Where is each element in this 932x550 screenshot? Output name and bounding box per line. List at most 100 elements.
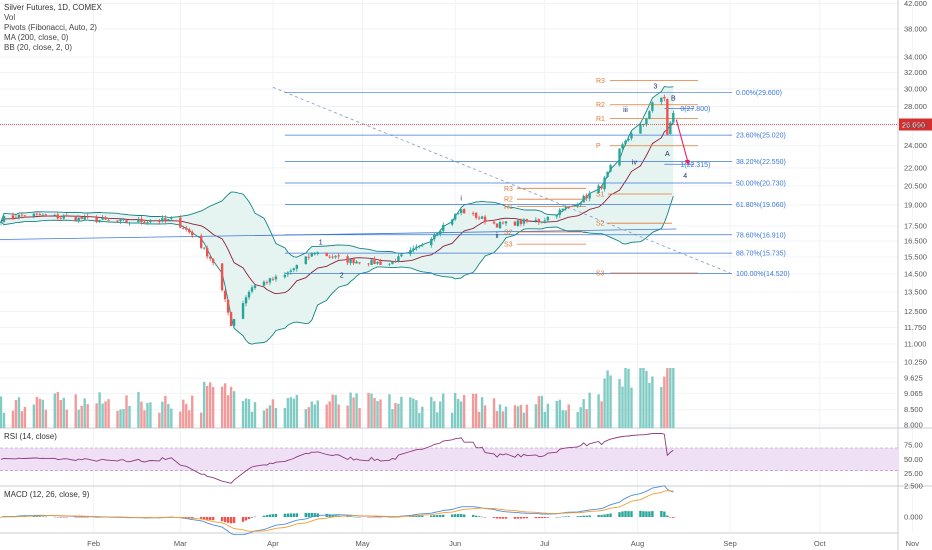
- macd-histogram-bar: [436, 515, 439, 517]
- volume-bar: [585, 409, 588, 428]
- candle-body: [17, 214, 21, 218]
- price-tick-label: 26.000: [904, 121, 927, 130]
- volume-bar: [185, 403, 188, 428]
- macd-histogram-bar: [567, 516, 570, 517]
- candle-body: [442, 224, 445, 231]
- macd-histogram-bar: [205, 517, 209, 520]
- candle-body: [558, 209, 561, 215]
- indicator-vol[interactable]: Vol: [4, 13, 16, 22]
- volume-bar: [672, 368, 675, 428]
- macd-histogram-bar: [265, 515, 269, 517]
- volume-bar: [119, 409, 122, 428]
- macd-histogram-bar: [453, 514, 457, 517]
- volume-bar: [639, 368, 642, 428]
- price-tick-label: 30.000: [904, 85, 927, 94]
- price-tick-label: 28.000: [904, 102, 927, 111]
- candle-body: [80, 216, 83, 219]
- candle-body: [62, 216, 65, 219]
- candle-body: [116, 220, 119, 222]
- indicator-bb[interactable]: BB (20, close, 2, 0): [4, 43, 73, 52]
- volume-bar: [208, 382, 212, 428]
- downtrend-line: [272, 86, 731, 274]
- volume-bar: [38, 398, 42, 428]
- candle-body: [627, 138, 630, 141]
- volume-bar: [582, 399, 585, 428]
- candle-body: [220, 263, 224, 291]
- macd-histogram-bar: [44, 516, 48, 518]
- volume-bar: [244, 398, 248, 428]
- rsi-pane-label[interactable]: RSI (14, close): [4, 432, 57, 441]
- volume-bar: [191, 395, 194, 428]
- volume-bar: [462, 394, 466, 428]
- volume-bar: [459, 401, 463, 428]
- volume-bar: [23, 406, 27, 428]
- macd-histogram-bar: [328, 514, 331, 517]
- bollinger-upper-line: [0, 86, 674, 258]
- candle-body: [394, 260, 397, 263]
- candle-body: [537, 219, 541, 222]
- macd-histogram-bar: [394, 517, 397, 518]
- volume-bar: [65, 409, 68, 428]
- price-tick-label: 16.500: [904, 237, 927, 246]
- macd-histogram-bar: [271, 514, 275, 517]
- candle-body: [370, 259, 373, 265]
- macd-histogram-bar: [253, 516, 257, 518]
- fib-level-label: 0(27.800): [680, 106, 710, 113]
- candle-body: [38, 214, 42, 216]
- macd-histogram-bar: [483, 517, 487, 518]
- volume-bar: [146, 402, 149, 428]
- volume-bar: [289, 397, 293, 428]
- candle-body: [241, 303, 245, 319]
- price-tick-label: 32.000: [904, 68, 927, 77]
- macd-histogram-bar: [211, 517, 215, 521]
- macd-histogram-bar: [32, 516, 36, 517]
- price-tick-label: 19.000: [904, 201, 927, 210]
- macd-histogram-bar: [474, 515, 478, 517]
- pivot-label: S1: [596, 192, 605, 199]
- price-tick-label: 42.000: [904, 0, 927, 8]
- price-tick-label: 9.625: [904, 374, 923, 383]
- wave-label: A: [665, 151, 670, 158]
- rsi-line: [0, 432, 674, 484]
- candle-body: [32, 213, 36, 217]
- candle-body: [268, 278, 272, 283]
- macd-histogram-bar: [537, 517, 541, 519]
- macd-histogram-bar: [645, 511, 648, 517]
- candle-body: [525, 219, 529, 222]
- macd-histogram-bar: [492, 517, 496, 518]
- fib-level-label: 23.60%(25.020): [736, 133, 786, 140]
- macd-histogram-bar: [660, 510, 663, 517]
- price-tick-label: 8.500: [904, 405, 923, 414]
- macd-histogram-bar: [618, 512, 621, 517]
- candle-body: [672, 112, 675, 123]
- candle-body: [313, 253, 316, 255]
- price-tick-label: 15.500: [904, 252, 927, 261]
- candle-body: [98, 220, 101, 223]
- volume-bar: [331, 394, 334, 428]
- candle-body: [44, 214, 48, 216]
- volume-bar: [337, 404, 340, 428]
- macd-histogram-bar: [358, 517, 361, 518]
- volume-bar: [477, 411, 481, 428]
- macd-histogram-bar: [430, 515, 433, 517]
- volume-bar: [600, 401, 603, 428]
- volume-bar: [283, 407, 287, 428]
- macd-histogram-bar: [558, 516, 561, 518]
- indicator-ma[interactable]: MA (200, close, 0): [4, 33, 69, 42]
- volume-bar: [471, 393, 475, 428]
- indicator-pivots[interactable]: Pivots (Fibonacci, Auto, 2): [4, 23, 97, 32]
- wave-label: 4: [683, 173, 687, 180]
- candle-body: [471, 212, 475, 214]
- fib-level-label: 0.00%(29.600): [736, 90, 782, 97]
- macd-histogram-bar: [459, 514, 463, 517]
- macd-pane-label[interactable]: MACD (12, 26, close, 9): [4, 490, 90, 499]
- volume-bar: [373, 398, 376, 428]
- macd-histogram-bar: [59, 517, 62, 518]
- macd-histogram-bar: [56, 517, 59, 518]
- volume-bar: [430, 397, 433, 428]
- volume-bar: [519, 404, 523, 428]
- candle-body: [495, 223, 499, 228]
- macd-histogram-bar: [379, 517, 382, 518]
- macd-histogram-bar: [433, 515, 436, 517]
